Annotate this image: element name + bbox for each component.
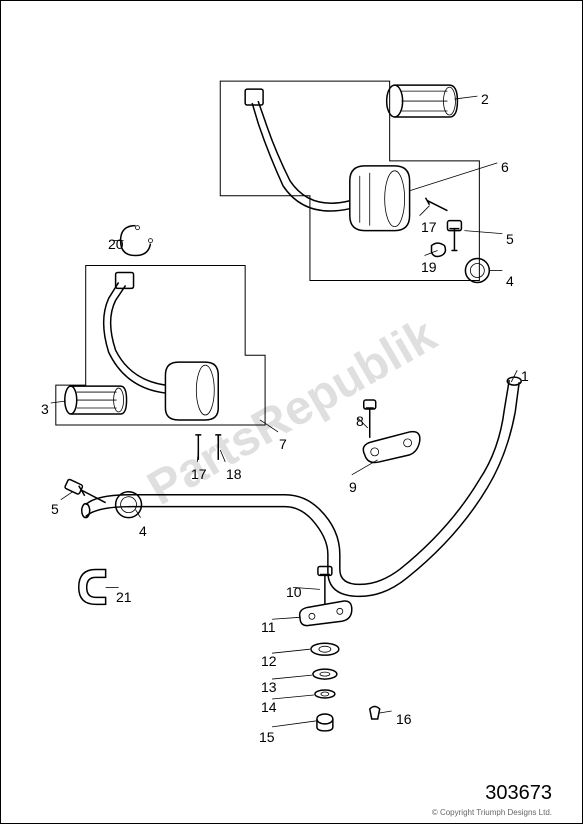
parts-diagram: PartsRepublik — [1, 1, 582, 823]
bar-end-right — [447, 221, 489, 283]
callout-3: 3 — [41, 401, 49, 417]
callout-19: 19 — [421, 259, 437, 275]
callout-5: 5 — [506, 231, 514, 247]
switch-7 — [104, 272, 219, 419]
callout-6: 6 — [501, 159, 509, 175]
callout-4b: 4 — [139, 523, 147, 539]
callout-2: 2 — [481, 91, 489, 107]
callout-7: 7 — [279, 436, 287, 452]
diagram-illustration — [1, 1, 582, 823]
grip-2 — [387, 85, 458, 117]
part-number: 303673 — [485, 782, 552, 805]
callout-21: 21 — [116, 589, 132, 605]
callout-1: 1 — [521, 368, 529, 384]
callout-8: 8 — [356, 413, 364, 429]
callout-16: 16 — [396, 711, 412, 727]
callout-11: 11 — [261, 619, 276, 635]
callout-4: 4 — [506, 273, 514, 289]
callout-14: 14 — [261, 699, 277, 715]
screws-lower — [195, 435, 221, 460]
callout-10: 10 — [286, 584, 302, 600]
callout-13: 13 — [261, 679, 277, 695]
clamp-upper — [363, 400, 420, 462]
callout-17: 17 — [421, 219, 437, 235]
lower-mount-stack — [300, 566, 352, 730]
grip-3 — [65, 386, 127, 414]
callout-17b: 17 — [191, 466, 207, 482]
bar-end-left — [64, 479, 141, 518]
callout-5b: 5 — [51, 501, 59, 517]
switch-6 — [245, 89, 409, 231]
callout-15: 15 — [259, 729, 275, 745]
copyright-text: © Copyright Triumph Designs Ltd. — [432, 808, 552, 817]
circlip-20 — [121, 226, 153, 256]
callout-9: 9 — [349, 479, 357, 495]
clamp-21 — [79, 569, 106, 604]
cotter-pin-16 — [370, 706, 380, 718]
callout-12: 12 — [261, 653, 277, 669]
callout-18: 18 — [226, 466, 242, 482]
callout-20: 20 — [108, 236, 124, 252]
